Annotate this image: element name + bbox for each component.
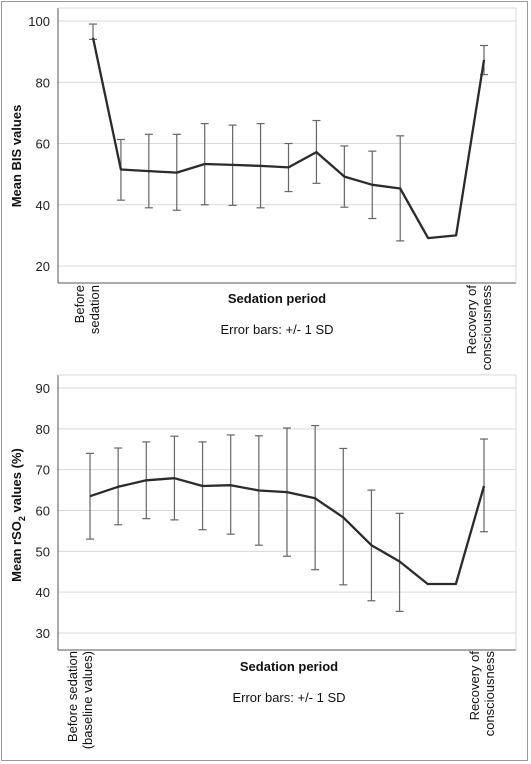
rso2-x-axis-title: Sedation period: [240, 659, 338, 674]
rso2-y-axis-title-subscript: 2: [17, 516, 27, 521]
rso2-x-label-first-line2: (baseline values): [80, 651, 95, 749]
rso2-y-tick-50: 50: [36, 544, 50, 559]
rso2-y-tick-60: 60: [36, 504, 50, 519]
rso2-y-axis-title: Mean rSO2 values (%): [9, 448, 27, 582]
rso2-y-tick-70: 70: [36, 463, 50, 478]
rso2-mean-line: [89, 477, 486, 586]
rso2-y-tick-90: 90: [36, 381, 50, 396]
rso2-y-axis-title-part1: Mean rSO: [9, 521, 24, 582]
rso2-x-label-first: Before sedation (baseline values): [65, 651, 95, 749]
bis-x-label-first-line1: Before: [72, 285, 87, 323]
bis-x-label-last-line2: consciousness: [479, 285, 494, 371]
rso2-y-tick-40: 40: [36, 585, 50, 600]
bis-x-axis-title: Sedation period: [228, 291, 326, 306]
bis-y-tick-60: 60: [36, 137, 50, 152]
bis-gridlines: [58, 20, 516, 267]
rso2-y-tick-30: 30: [36, 626, 50, 641]
rso2-y-tick-80: 80: [36, 422, 50, 437]
rso2-error-bars: [86, 424, 488, 612]
bis-x-label-last-line1: Recovery of: [464, 285, 479, 355]
bis-y-tick-labels: 20 40 60 80 100: [28, 14, 50, 274]
bis-y-axis-title: Mean BIS values: [9, 105, 24, 208]
rso2-x-label-first-line1: Before sedation: [65, 651, 80, 742]
bis-x-label-last: Recovery of consciousness: [464, 285, 494, 371]
rso2-axes: [57, 374, 517, 651]
rso2-x-label-last-line2: consciousness: [482, 651, 497, 737]
bis-y-tick-100: 100: [28, 14, 50, 29]
bis-mean-line: [91, 37, 486, 240]
bis-x-label-first-line2: sedation: [87, 285, 102, 334]
rso2-gridlines: [58, 387, 516, 634]
rso2-y-axis-title-part2: values (%): [9, 448, 24, 516]
bis-x-label-first: Before sedation: [72, 285, 102, 334]
rso2-error-bar-14: [480, 438, 488, 533]
rso2-error-bar-note: Error bars: +/- 1 SD: [232, 690, 345, 705]
rso2-chart: 30 40 50 60 70 80 90 Mean rSO2 values (%) Seda…: [9, 374, 517, 749]
rso2-x-label-last-line1: Recovery of: [467, 651, 482, 721]
bis-error-bar-0: [89, 23, 97, 40]
bis-y-tick-80: 80: [36, 75, 50, 90]
rso2-x-label-last: Recovery of consciousness: [467, 651, 497, 737]
rso2-error-bar-0: [86, 452, 94, 540]
bis-error-bars: [89, 23, 488, 242]
bis-y-tick-40: 40: [36, 198, 50, 213]
bis-error-bar-note: Error bars: +/- 1 SD: [220, 322, 333, 337]
bis-y-tick-20: 20: [36, 259, 50, 274]
bis-axes: [57, 7, 517, 284]
bis-chart: 20 40 60 80 100 Mean BIS values Sedation per…: [9, 7, 517, 371]
rso2-y-tick-labels: 30 40 50 60 70 80 90: [36, 381, 50, 641]
